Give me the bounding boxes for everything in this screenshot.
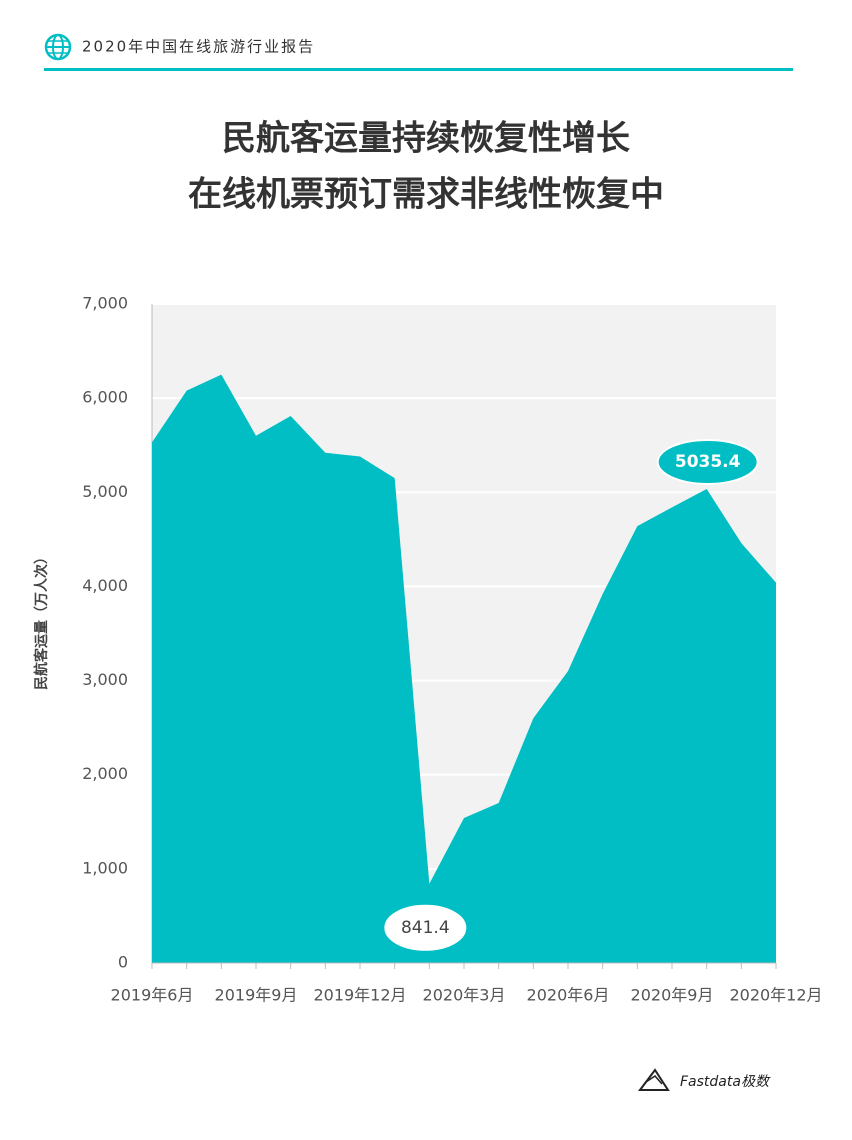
header-rule xyxy=(44,68,793,71)
y-tick-label: 7,000 xyxy=(82,294,128,313)
brand: Fastdata极数 xyxy=(680,1074,771,1090)
data-label: 5035.4 xyxy=(675,452,741,472)
y-tick-label: 3,000 xyxy=(82,670,128,689)
x-tick-label: 2019年12月 xyxy=(313,986,406,1005)
y-tick-label: 5,000 xyxy=(82,482,128,501)
brand-logo xyxy=(638,1068,670,1091)
annotation-bubble xyxy=(384,904,467,951)
x-tick-label: 2020年12月 xyxy=(729,986,822,1005)
chart-title: 民航客运量持续恢复性增长 xyxy=(222,119,630,159)
annotation-bubble xyxy=(656,438,759,485)
area xyxy=(152,374,776,963)
data-label: 841.4 xyxy=(401,918,450,938)
x-tick-label: 2020年3月 xyxy=(423,986,506,1005)
header-icon xyxy=(44,33,72,61)
chart-title: 在线机票预订需求非线性恢复中 xyxy=(188,175,664,215)
y-tick-label: 4,000 xyxy=(82,576,128,595)
header-title: 2020年中国在线旅游行业报告 xyxy=(82,38,315,56)
x-tick-label: 2020年6月 xyxy=(527,986,610,1005)
y-tick-label: 2,000 xyxy=(82,764,128,783)
y-tick-label: 1,000 xyxy=(82,858,128,877)
x-tick-label: 2020年9月 xyxy=(631,986,714,1005)
x-tick-label: 2019年9月 xyxy=(215,986,298,1005)
y-tick-label: 0 xyxy=(118,953,128,972)
y-tick-label: 6,000 xyxy=(82,388,128,407)
y-axis-label: 民航客运量（万人次） xyxy=(33,550,50,690)
x-tick-label: 2019年6月 xyxy=(111,986,194,1005)
